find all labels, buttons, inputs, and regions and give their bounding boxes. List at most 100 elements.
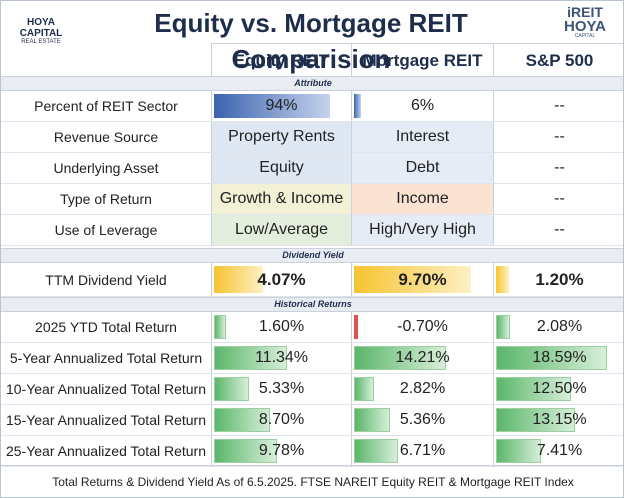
row-label: 2025 YTD Total Return bbox=[1, 312, 211, 343]
data-bar bbox=[214, 346, 287, 370]
cell-text: 94% bbox=[265, 97, 298, 114]
cell: 18.59% bbox=[493, 343, 623, 374]
data-bar bbox=[214, 315, 226, 339]
data-bar bbox=[354, 346, 446, 370]
row-label: Revenue Source bbox=[1, 122, 211, 153]
cell-text: -- bbox=[554, 97, 565, 114]
cell-text: Income bbox=[396, 190, 449, 207]
cell-text: -- bbox=[554, 221, 565, 238]
cell: Debt bbox=[351, 153, 493, 184]
row-label: 15-Year Annualized Total Return bbox=[1, 405, 211, 436]
row-label: 10-Year Annualized Total Return bbox=[1, 374, 211, 405]
cell: Growth & Income bbox=[211, 184, 351, 215]
data-bar bbox=[354, 94, 362, 118]
data-bar bbox=[214, 94, 330, 118]
cell-text: 18.59% bbox=[532, 349, 587, 366]
cell: Income bbox=[351, 184, 493, 215]
cell: 14.21% bbox=[351, 343, 493, 374]
data-bar bbox=[496, 266, 510, 293]
data-bar bbox=[214, 377, 250, 401]
cell: Equity bbox=[211, 153, 351, 184]
logo-subtext: CAPITAL bbox=[574, 33, 596, 39]
cell: 1.20% bbox=[493, 263, 623, 297]
cell-text: 5.36% bbox=[399, 411, 446, 428]
cell: 7.41% bbox=[493, 436, 623, 467]
data-bar bbox=[214, 266, 263, 293]
cell-text: 4.07% bbox=[257, 269, 306, 289]
cell: 8.70% bbox=[211, 405, 351, 436]
column-header: S&P 500 bbox=[493, 43, 623, 76]
logo-text: iREIT bbox=[567, 4, 603, 20]
cell: -- bbox=[493, 184, 623, 215]
cell-text: 9.78% bbox=[258, 442, 305, 459]
data-bar bbox=[214, 439, 277, 463]
cell-text: 1.20% bbox=[535, 269, 584, 289]
data-bar bbox=[496, 346, 607, 370]
cell: 5.36% bbox=[351, 405, 493, 436]
cell: 9.70% bbox=[351, 263, 493, 297]
footer: Total Returns & Dividend Yield As of 6.5… bbox=[1, 465, 623, 497]
data-bar bbox=[214, 408, 271, 432]
cell-text: 5.33% bbox=[258, 380, 305, 397]
cell-text: High/Very High bbox=[369, 221, 476, 238]
cell: -- bbox=[493, 153, 623, 184]
row-label: Percent of REIT Sector bbox=[1, 91, 211, 122]
cell-text: -- bbox=[554, 128, 565, 145]
cell-text: 14.21% bbox=[395, 349, 450, 366]
cell-text: Interest bbox=[395, 128, 450, 145]
cell: -- bbox=[493, 215, 623, 246]
cell: Low/Average bbox=[211, 215, 351, 246]
section-header: Historical Returns bbox=[1, 297, 623, 312]
cell-text: 1.60% bbox=[258, 318, 305, 335]
row-label: Type of Return bbox=[1, 184, 211, 215]
cell-text: 6% bbox=[410, 97, 435, 114]
cell-text: 13.15% bbox=[532, 411, 587, 428]
cell: 2.82% bbox=[351, 374, 493, 405]
cell-text: 6.71% bbox=[399, 442, 446, 459]
cell: 6% bbox=[351, 91, 493, 122]
cell: 2.08% bbox=[493, 312, 623, 343]
cell-text: Growth & Income bbox=[219, 190, 344, 207]
cell: -- bbox=[493, 91, 623, 122]
data-bar bbox=[354, 315, 359, 339]
cell: Property Rents bbox=[211, 122, 351, 153]
row-label: Underlying Asset bbox=[1, 153, 211, 184]
title: Equity vs. Mortgage REIT Comparision bbox=[154, 8, 468, 74]
cell: -- bbox=[493, 122, 623, 153]
cell: -0.70% bbox=[351, 312, 493, 343]
data-bar bbox=[496, 377, 572, 401]
section-header: Dividend Yield bbox=[1, 248, 623, 263]
cell: 9.78% bbox=[211, 436, 351, 467]
data-bar bbox=[496, 315, 511, 339]
logo-text: HOYA CAPITAL bbox=[19, 17, 63, 39]
row-label: 25-Year Annualized Total Return bbox=[1, 436, 211, 467]
data-bar bbox=[496, 408, 575, 432]
cell-text: -0.70% bbox=[397, 318, 448, 335]
cell: 11.34% bbox=[211, 343, 351, 374]
cell: 12.50% bbox=[493, 374, 623, 405]
data-bar bbox=[354, 377, 374, 401]
cell: High/Very High bbox=[351, 215, 493, 246]
cell-text: Debt bbox=[405, 159, 440, 176]
cell-text: -- bbox=[554, 159, 565, 176]
cell: 5.33% bbox=[211, 374, 351, 405]
cell: 6.71% bbox=[351, 436, 493, 467]
column-header: Mortgage REIT bbox=[351, 43, 493, 76]
section-header: Attribute bbox=[1, 76, 623, 91]
row-label: 5-Year Annualized Total Return bbox=[1, 343, 211, 374]
data-bar bbox=[354, 408, 390, 432]
logo-left: HOYA CAPITAL REAL ESTATE bbox=[5, 5, 77, 45]
cell: 1.60% bbox=[211, 312, 351, 343]
cell: 94% bbox=[211, 91, 351, 122]
row-label: TTM Dividend Yield bbox=[1, 263, 211, 297]
data-bar bbox=[354, 439, 399, 463]
column-header: Equity REIT bbox=[211, 43, 351, 76]
cell-text: Equity bbox=[259, 159, 304, 176]
cell: 4.07% bbox=[211, 263, 351, 297]
cell-text: 2.82% bbox=[399, 380, 446, 397]
logo-text: HOYA bbox=[564, 18, 606, 35]
logo-subtext: REAL ESTATE bbox=[21, 39, 61, 45]
cell-text: Property Rents bbox=[228, 128, 335, 145]
cell-text: 7.41% bbox=[536, 442, 583, 459]
